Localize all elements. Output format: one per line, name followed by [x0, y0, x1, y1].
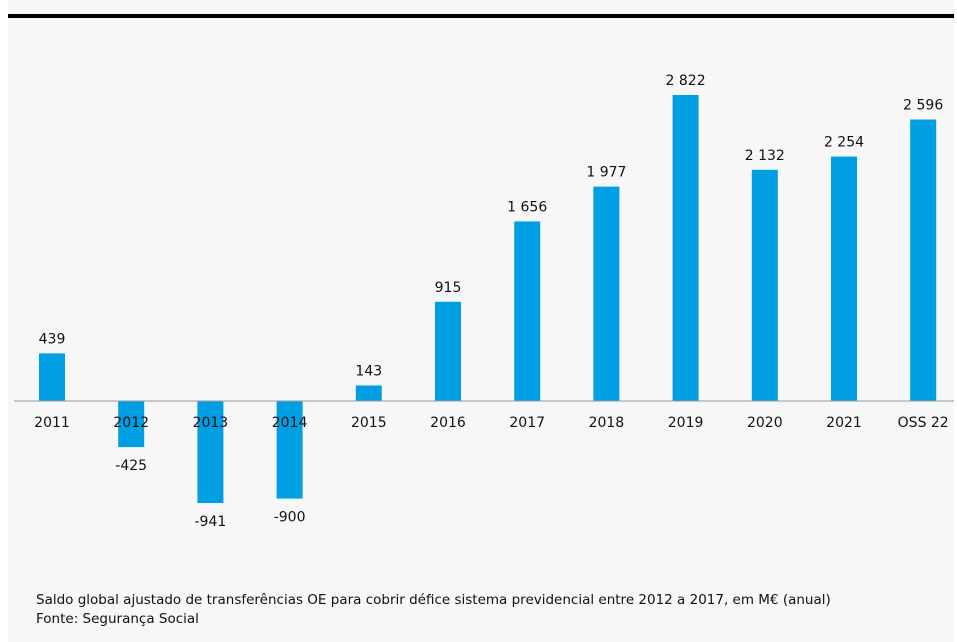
x-tick-label: 2013 — [193, 415, 229, 431]
x-tick-label: 2019 — [668, 415, 704, 431]
bar-2019 — [672, 95, 699, 401]
x-tick-label: 2012 — [113, 415, 149, 431]
x-tick-label: 2018 — [589, 415, 625, 431]
bar-2018 — [593, 186, 620, 401]
data-label: -425 — [115, 458, 147, 474]
data-labels: 439 -425 -941 -900 143 915 1 656 1 977 2 822 2 13… — [39, 73, 944, 530]
bar-2017 — [514, 221, 541, 401]
data-label: 143 — [355, 363, 382, 379]
data-label: 915 — [435, 280, 462, 296]
bars-group — [39, 95, 937, 504]
data-label: 2 596 — [903, 98, 943, 114]
chart-caption: Saldo global ajustado de transferências … — [36, 591, 831, 629]
x-tick-label: 2011 — [34, 415, 70, 431]
caption-description: Saldo global ajustado de transferências … — [36, 592, 831, 608]
x-tick-label: 2015 — [351, 415, 387, 431]
bar-2016 — [435, 301, 461, 401]
x-tick-label: 2016 — [430, 415, 466, 431]
x-tick-labels: 2011 2012 2013 2014 2015 2016 2017 2018 2019 2020… — [34, 415, 949, 431]
top-rule — [8, 14, 954, 18]
data-label: -941 — [195, 514, 227, 530]
x-tick-label: 2021 — [826, 415, 862, 431]
caption-source: Fonte: Segurança Social — [36, 611, 199, 627]
data-label: 1 977 — [586, 165, 626, 181]
bar-2015 — [355, 385, 382, 401]
bar-2014 — [276, 401, 303, 499]
bar-2013 — [197, 401, 224, 504]
bar-2020 — [751, 169, 778, 401]
chart-panel — [8, 0, 954, 642]
x-tick-label: 2017 — [509, 415, 545, 431]
data-label: 1 656 — [507, 199, 547, 215]
data-label: -900 — [274, 510, 306, 526]
x-tick-label: OSS 22 — [898, 415, 949, 431]
x-tick-label: 2014 — [272, 415, 308, 431]
bar-oss-22 — [910, 119, 937, 401]
data-label: 2 822 — [666, 73, 706, 89]
bar-2021 — [831, 156, 857, 401]
x-tick-label: 2020 — [747, 415, 783, 431]
bar-2011 — [39, 353, 65, 401]
data-label: 439 — [39, 331, 66, 347]
bar-2012 — [118, 401, 145, 448]
data-label: 2 254 — [824, 135, 864, 151]
data-label: 2 132 — [745, 148, 785, 164]
